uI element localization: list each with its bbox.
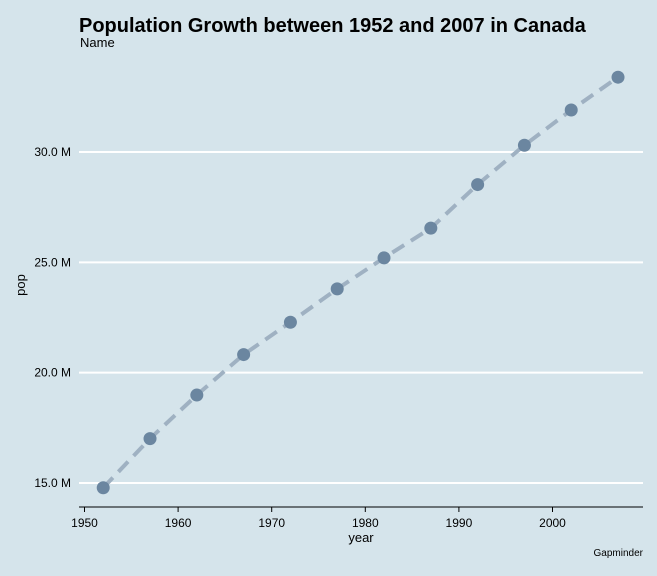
data-point-2002 <box>564 103 578 117</box>
data-point-1992 <box>471 178 485 192</box>
x-tick-label-1980: 1980 <box>352 516 379 530</box>
data-point-2007 <box>611 70 625 84</box>
tick-labels: 1950 1960 1970 1980 1990 2000 15.0 M 20.0 M 25.0… <box>34 145 566 530</box>
gridlines <box>79 151 643 484</box>
y-tick-label-30-0-m: 30.0 M <box>34 145 71 159</box>
series-line <box>101 75 620 490</box>
data-point-1957 <box>143 432 157 446</box>
data-point-1997 <box>517 138 531 152</box>
y-tick-label-20-0-m: 20.0 M <box>34 366 71 380</box>
x-tick-label-2000: 2000 <box>539 516 566 530</box>
x-tick-label-1990: 1990 <box>446 516 473 530</box>
data-point-1977 <box>330 282 344 296</box>
data-point-1982 <box>377 251 391 265</box>
y-axis-label: pop <box>13 274 28 296</box>
y-tick-label-25-0-m: 25.0 M <box>34 255 71 269</box>
data-point-1962 <box>190 388 204 402</box>
y-tick-label-15-0-m: 15.0 M <box>34 476 71 490</box>
series-population <box>96 70 625 495</box>
caption: Gapminder <box>593 548 643 559</box>
axes <box>79 506 643 512</box>
x-axis-label: year <box>348 530 374 545</box>
data-point-1972 <box>283 315 297 329</box>
x-tick-label-1970: 1970 <box>258 516 285 530</box>
data-point-1952 <box>96 481 110 495</box>
x-tick-label-1950: 1950 <box>71 516 98 530</box>
x-tick-label-1960: 1960 <box>165 516 192 530</box>
chart-title: Population Growth between 1952 and 2007 … <box>79 15 586 37</box>
data-point-1967 <box>237 348 251 362</box>
data-point-1987 <box>424 221 438 235</box>
legend-title: Name <box>80 35 115 50</box>
